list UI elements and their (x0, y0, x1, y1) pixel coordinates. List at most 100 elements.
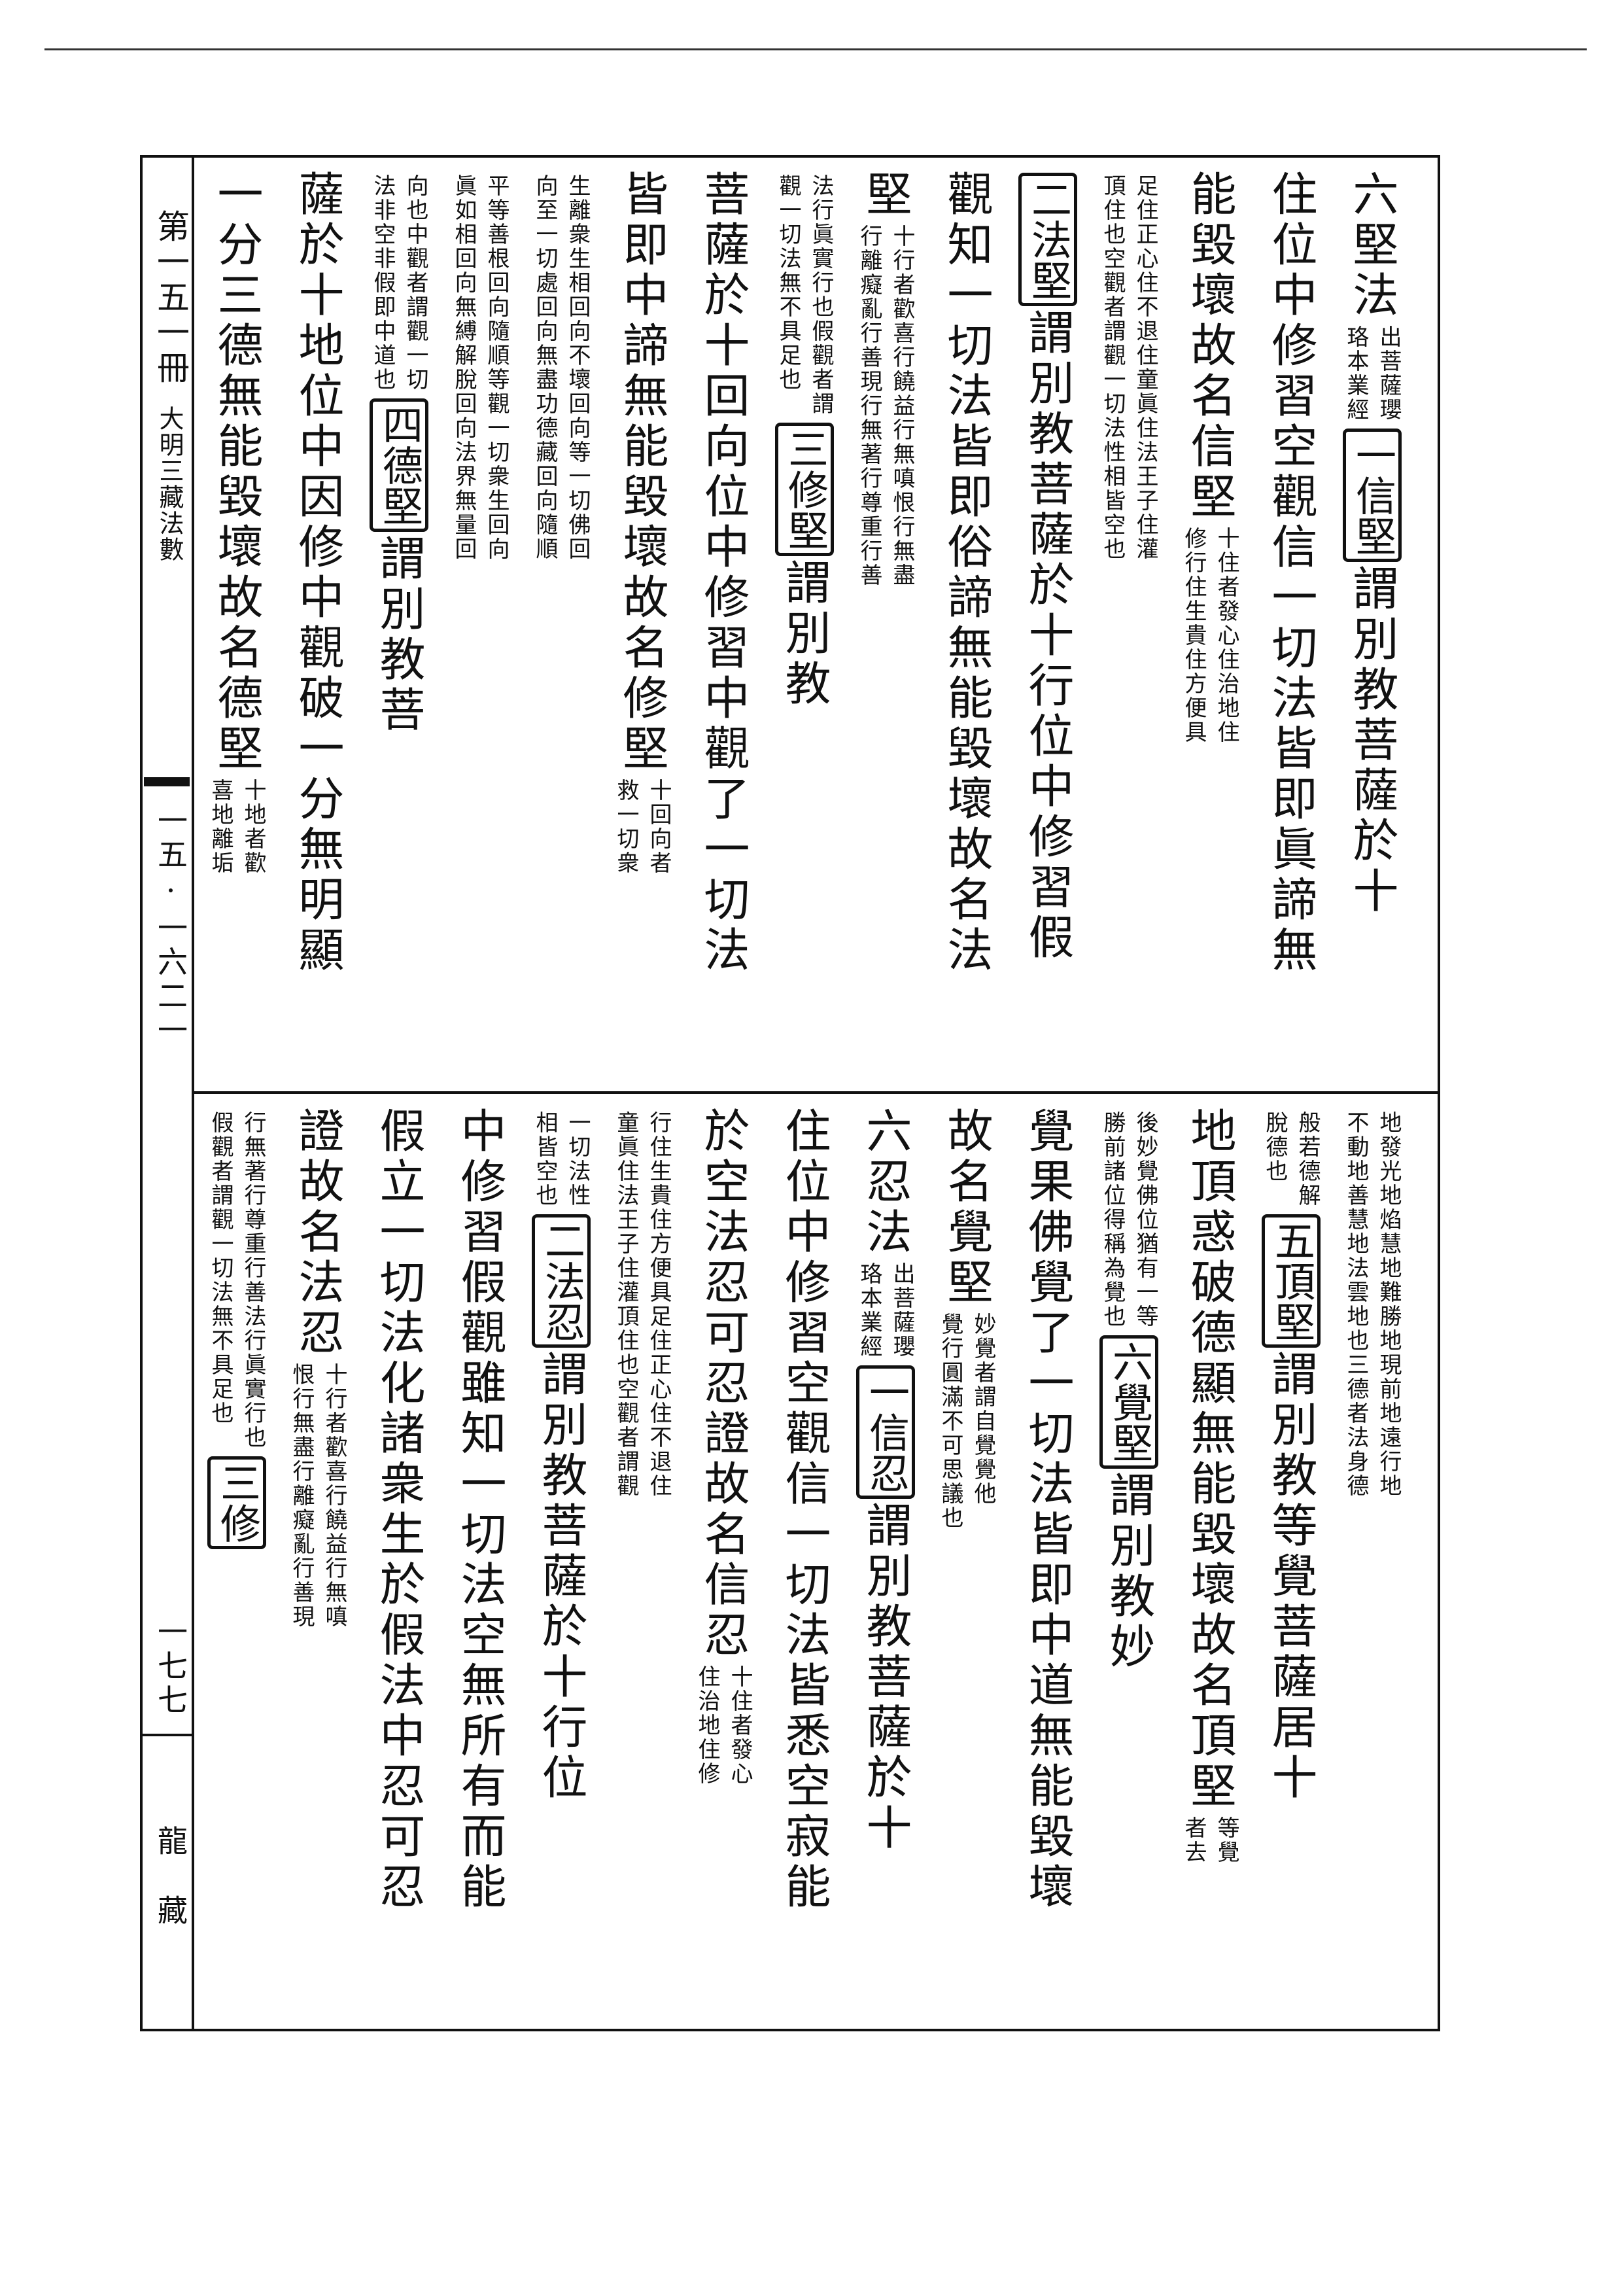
annotation-line: 後妙覺佛位猶有一等 (1132, 1111, 1158, 1329)
annotation-line: 法行眞實行也假觀者謂 (808, 174, 834, 416)
main-text: 皆即中諦無能毀壞故名修堅 (615, 170, 669, 775)
text-column: 行住生貴住方便具足住正心住不退住 童眞住法王子住灌頂住也空觀者謂觀 (602, 1107, 683, 2023)
text-column: 地發光地焰慧地難勝地現前地遠行地 不動地善慧地法雲地也三德者法身德 (1332, 1107, 1413, 2023)
annotation: 行住生貴住方便具足住正心住不退住 童眞住法王子住灌頂住也空觀者謂觀 (612, 1111, 673, 1498)
annotation-line: 一切法性 (564, 1111, 591, 1208)
annotation-line: 生離衆生相回向不壞回向等一切佛回 (564, 174, 591, 561)
book-title: 大明三藏法數 (155, 406, 184, 563)
main-text: 於空法忍可忍證故名信忍 (697, 1107, 750, 1661)
annotation: 法行眞實行也假觀者謂 觀一切法無不具足也 (774, 174, 835, 416)
text-column: 六堅法 出菩薩瓔 珞本業經一信堅 謂別教菩薩於十 (1332, 170, 1413, 1086)
annotation-line: 十住者發心住治地住 (1213, 527, 1239, 745)
main-text: 住位中修習空觀信一切法皆即眞諦無 (1264, 170, 1318, 976)
annotation-line: 修行住生貴住方便具 (1181, 527, 1207, 745)
annotation-line: 住治地住修 (694, 1665, 720, 1786)
annotation-line: 十住者發心 (727, 1665, 753, 1786)
text-column: 地頂惑破德顯無能毀壞故名頂堅 等覺 者去 (1169, 1107, 1251, 2023)
annotation-line: 相皆空也 (532, 1111, 558, 1208)
lower-panel: 地發光地焰慧地難勝地現前地遠行地 不動地善慧地法雲地也三德者法身德 般若德解 脫德也五… (196, 1107, 1413, 2023)
main-text: 六堅法 (1345, 170, 1399, 321)
annotation: 後妙覺佛位猶有一等 勝前諸位得稱為覺也 (1098, 1111, 1160, 1329)
main-text: 菩薩於十回向位中修習中觀了一切法 (697, 170, 750, 976)
text-column: 堅十行者歡喜行饒益行無嗔恨行無盡 行離癡亂行善現行無著行尊重行善 (845, 170, 926, 1086)
annotation-line: 足住正心住不退住童眞住法王子住灌 (1132, 174, 1158, 561)
annotation-line: 珞本業經 (856, 1262, 882, 1359)
main-text: 謂別教等覺菩薩居十 (1264, 1350, 1318, 1804)
text-column: 菩薩於十回向位中修習中觀了一切法 (683, 170, 764, 1086)
annotation-line: 觀一切法無不具足也 (775, 174, 801, 392)
boxed-heading: 一信忍 (856, 1365, 915, 1499)
annotation-line: 十回向者 (646, 779, 672, 875)
text-column: 二法堅 謂別教菩薩於十行位中修習假 (1007, 170, 1088, 1086)
text-column: 於空法忍可忍證故名信忍十住者發心 住治地住修 (683, 1107, 764, 2023)
annotation: 等覺 者去 (1179, 1816, 1241, 1865)
text-column: 中修習假觀雖知一切法空無所有而能 (440, 1107, 521, 2023)
text-column: 皆即中諦無能毀壞故名修堅 十回向者 救一切衆 (602, 170, 683, 1086)
text-column: 故名覺堅 妙覺者謂自覺覺他 覺行圓滿不可思議也 (926, 1107, 1007, 2023)
main-text: 謂別教 (778, 559, 831, 710)
annotation-line: 出菩薩瓔 (889, 1262, 915, 1359)
text-column: 覺果佛覺了一切法皆即中道無能毀壞 (1007, 1107, 1088, 2023)
annotation: 向也中觀者謂觀一切 法非空非假即中道也 (368, 174, 430, 392)
boxed-heading: 二法堅 (1018, 173, 1077, 306)
main-text: 謂別教菩 (372, 534, 426, 736)
annotation-line: 向也中觀者謂觀一切 (402, 174, 428, 392)
text-column: 六忍法 出菩薩瓔 珞本業經 一信忍 謂別教菩薩於十 (845, 1107, 926, 2023)
annotation: 出菩薩瓔 珞本業經 (855, 1262, 916, 1359)
annotation-line: 眞如相回向無縛解脫回向法界無量回 (451, 174, 477, 561)
text-column: 觀知一切法皆即俗諦無能毀壞故名法 (926, 170, 1007, 1086)
annotation-line: 童眞住法王子住灌頂住也空觀者謂觀 (613, 1111, 639, 1498)
annotation-line: 喜地離垢 (207, 779, 233, 875)
main-text: 假立一切法化諸衆生於假法中忍可忍 (372, 1107, 426, 1913)
boxed-heading: 一信堅 (1343, 429, 1402, 562)
annotation-line: 十行者歡喜行饒益行無嗔 (321, 1363, 347, 1629)
main-text: 一分三德無能毀壞故名德堅 (210, 170, 264, 775)
text-column: 向也中觀者謂觀一切 法非空非假即中道也 四德堅 謂別教菩 (358, 170, 440, 1086)
main-text: 證故名法忍 (291, 1107, 345, 1359)
annotation-line: 行無著行尊重行善法行眞實行也 (240, 1111, 266, 1450)
annotation: 十住者發心住治地住 修行住生貴住方便具 (1179, 527, 1241, 745)
text-column: 一切法性 相皆空也 二法忍 謂別教菩薩於十行位 (521, 1107, 602, 2023)
annotation-line: 向至一切處回向無盡功德藏回向隨順 (532, 174, 558, 561)
main-text: 中修習假觀雖知一切法空無所有而能 (453, 1107, 507, 1913)
main-text: 覺果佛覺了一切法皆即中道無能毀壞 (1021, 1107, 1075, 1913)
annotation: 地發光地焰慧地難勝地現前地遠行地 不動地善慧地法雲地也三德者法身德 (1341, 1111, 1403, 1498)
annotation-line: 頂住也空觀者謂觀一切法性相皆空也 (1099, 174, 1126, 561)
text-column: 般若德解 脫德也 五頂堅 謂別教等覺菩薩居十 (1251, 1107, 1332, 2023)
top-rule (44, 48, 1587, 50)
annotation-line: 十地者歡 (240, 779, 266, 875)
annotation: 十地者歡 喜地離垢 (206, 779, 268, 875)
annotation-line: 出菩薩瓔 (1375, 325, 1402, 422)
main-text: 謂別教菩薩於十 (1345, 565, 1399, 917)
strip-bar (144, 777, 190, 786)
main-text: 住位中修習空觀信一切法皆悉空寂能 (778, 1107, 831, 1913)
boxed-heading: 五頂堅 (1262, 1214, 1321, 1348)
page-code: 一五·一六二一 (153, 805, 188, 1048)
main-text: 故名覺堅 (940, 1107, 993, 1308)
annotation: 平等善根回向隨順等觀一切衆生回向 眞如相回向無縛解脫回向法界無量回 (449, 174, 511, 561)
boxed-heading: 三修堅 (775, 423, 834, 556)
page-number: 一七七 (153, 1616, 188, 1718)
annotation-line: 十行者歡喜行饒益行無嗔恨行無盡 (889, 224, 915, 587)
annotation: 十回向者 救一切衆 (612, 779, 673, 875)
annotation-line: 不動地善慧地法雲地也三德者法身德 (1343, 1111, 1369, 1498)
annotation-line: 脫德也 (1262, 1111, 1288, 1183)
text-column: 薩於十地位中因修中觀破一分無明顯 (277, 170, 358, 1086)
annotation-line: 覺行圓滿不可思議也 (937, 1312, 963, 1530)
boxed-heading: 三修 (207, 1456, 266, 1549)
main-text: 謂別教妙 (1102, 1471, 1156, 1673)
main-text: 謂別教菩薩於十 (859, 1501, 912, 1854)
annotation: 出菩薩瓔 珞本業經 (1341, 325, 1403, 422)
annotation-line: 地發光地焰慧地難勝地現前地遠行地 (1375, 1111, 1402, 1498)
annotation: 十行者歡喜行饒益行無嗔恨行無盡 行離癡亂行善現行無著行尊重行善 (855, 224, 916, 587)
volume: 第一五一冊 (152, 209, 190, 386)
annotation: 十行者歡喜行饒益行無嗔 恨行無盡行離癡亂行善現 (287, 1363, 349, 1629)
text-column: 住位中修習空觀信一切法皆悉空寂能 (764, 1107, 845, 2023)
boxed-heading: 六覺堅 (1099, 1335, 1158, 1469)
annotation: 一切法性 相皆空也 (530, 1111, 592, 1208)
annotation-line: 等覺 (1213, 1816, 1239, 1865)
main-text: 謂別教菩薩於十行位 (534, 1350, 588, 1804)
text-column: 一分三德無能毀壞故名德堅 十地者歡 喜地離垢 (196, 170, 277, 1086)
annotation: 行無著行尊重行善法行眞實行也 假觀者謂觀一切法無不具足也 (206, 1111, 268, 1450)
